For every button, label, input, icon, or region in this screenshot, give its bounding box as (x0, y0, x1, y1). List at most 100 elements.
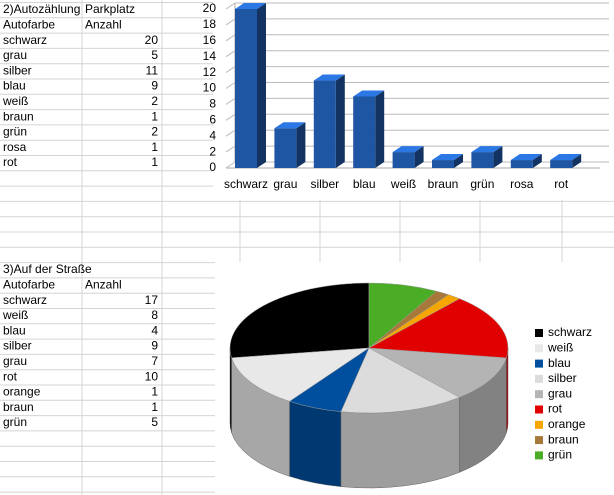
row-value: 8 (151, 308, 158, 322)
y-tick-label: 12 (203, 65, 217, 79)
row-label: braun (3, 400, 34, 414)
legend-swatch (535, 359, 543, 368)
bar-side (493, 146, 503, 168)
column-header: Anzahl (85, 277, 122, 291)
row-label: orange (3, 385, 41, 399)
pie-side (506, 347, 509, 433)
legend-label: grün (548, 448, 572, 462)
row-label: schwarz (3, 293, 47, 307)
table-title: 3)Auf der Straße (3, 262, 92, 276)
row-label: weiß (2, 94, 28, 108)
legend-label: grau (548, 386, 572, 400)
x-tick-label: schwarz (224, 177, 268, 191)
bar (471, 152, 494, 168)
y-tick-label: 4 (209, 128, 216, 142)
bar-top (550, 154, 582, 161)
legend-label: braun (548, 432, 579, 446)
grid-line-side (225, 97, 236, 105)
legend-label: weiß (547, 340, 573, 354)
bar (550, 160, 573, 168)
grid-line-side (225, 34, 236, 42)
legend-swatch (535, 374, 543, 383)
grid-line-side (225, 82, 236, 89)
y-tick-label: 10 (203, 81, 217, 95)
bar-side (414, 146, 424, 168)
row-value: 5 (151, 415, 158, 429)
bar-side (335, 74, 345, 168)
row-label: grau (3, 354, 27, 368)
legend-swatch (535, 420, 543, 429)
bar (510, 160, 533, 168)
row-label: silber (3, 63, 32, 77)
legend-label: silber (548, 371, 577, 385)
legend-swatch (535, 405, 543, 414)
y-tick-label: 2 (209, 144, 216, 158)
y-tick-label: 18 (203, 17, 217, 31)
row-value: 1 (151, 385, 158, 399)
grid-line-side (225, 113, 236, 121)
bar-side (532, 154, 542, 168)
pie-slice (368, 282, 437, 349)
row-value: 10 (145, 369, 159, 383)
row-value: 9 (151, 339, 158, 353)
grid-line-side (225, 145, 236, 153)
column-header: Autofarbe (3, 17, 55, 31)
pie-slice (229, 282, 370, 359)
legend-label: blau (548, 356, 571, 370)
row-value: 1 (151, 155, 158, 169)
bar (235, 9, 257, 168)
bar (432, 160, 454, 168)
legend-label: rot (548, 402, 563, 416)
grid-line-side (225, 66, 236, 74)
legend-swatch (535, 451, 543, 460)
x-tick-label: blau (353, 177, 376, 191)
row-value: 20 (145, 33, 159, 47)
row-label: rosa (3, 140, 27, 154)
grid-line-side (225, 161, 236, 169)
pie-slice (368, 298, 509, 359)
x-tick-label: rot (554, 177, 569, 191)
legend-label: schwarz (548, 325, 592, 339)
table-title: 2)Autozählung (3, 2, 80, 16)
grid-line-side (225, 50, 236, 58)
y-tick-label: 8 (209, 97, 216, 111)
pie-slice (231, 347, 370, 402)
column-header: Anzahl (85, 17, 122, 31)
x-tick-label: braun (428, 177, 459, 191)
bar-top (274, 122, 306, 129)
bar-side (257, 3, 266, 168)
pie-slice (340, 347, 461, 414)
y-tick-label: 20 (203, 1, 217, 15)
grid-line-side (225, 18, 236, 26)
y-tick-label: 6 (209, 112, 216, 126)
pie-slice (368, 347, 507, 398)
row-value: 2 (151, 94, 158, 108)
row-label: rot (3, 369, 18, 383)
y-tick-label: 0 (209, 160, 216, 174)
row-value: 5 (151, 48, 158, 62)
grid-line-side (225, 129, 236, 137)
row-value: 4 (151, 323, 158, 337)
chart-background (213, 0, 614, 200)
row-label: grün (3, 415, 27, 429)
row-value: 7 (151, 354, 158, 368)
row-label: weiß (2, 308, 28, 322)
bar-top (353, 90, 385, 97)
bar (392, 152, 415, 168)
bar-top (471, 146, 503, 153)
bar-side (375, 90, 385, 168)
bar-side (454, 154, 463, 168)
bar (313, 80, 336, 168)
x-tick-label: weiß (390, 177, 416, 191)
row-value: 9 (151, 79, 158, 93)
row-label: blau (3, 323, 26, 337)
bar (353, 96, 376, 168)
bar-top (313, 74, 345, 81)
bar-side (296, 122, 306, 168)
bar-top (432, 154, 463, 161)
pie-side (289, 401, 342, 487)
row-label: braun (3, 109, 34, 123)
bar-top (392, 146, 424, 153)
row-value: 1 (151, 109, 158, 123)
